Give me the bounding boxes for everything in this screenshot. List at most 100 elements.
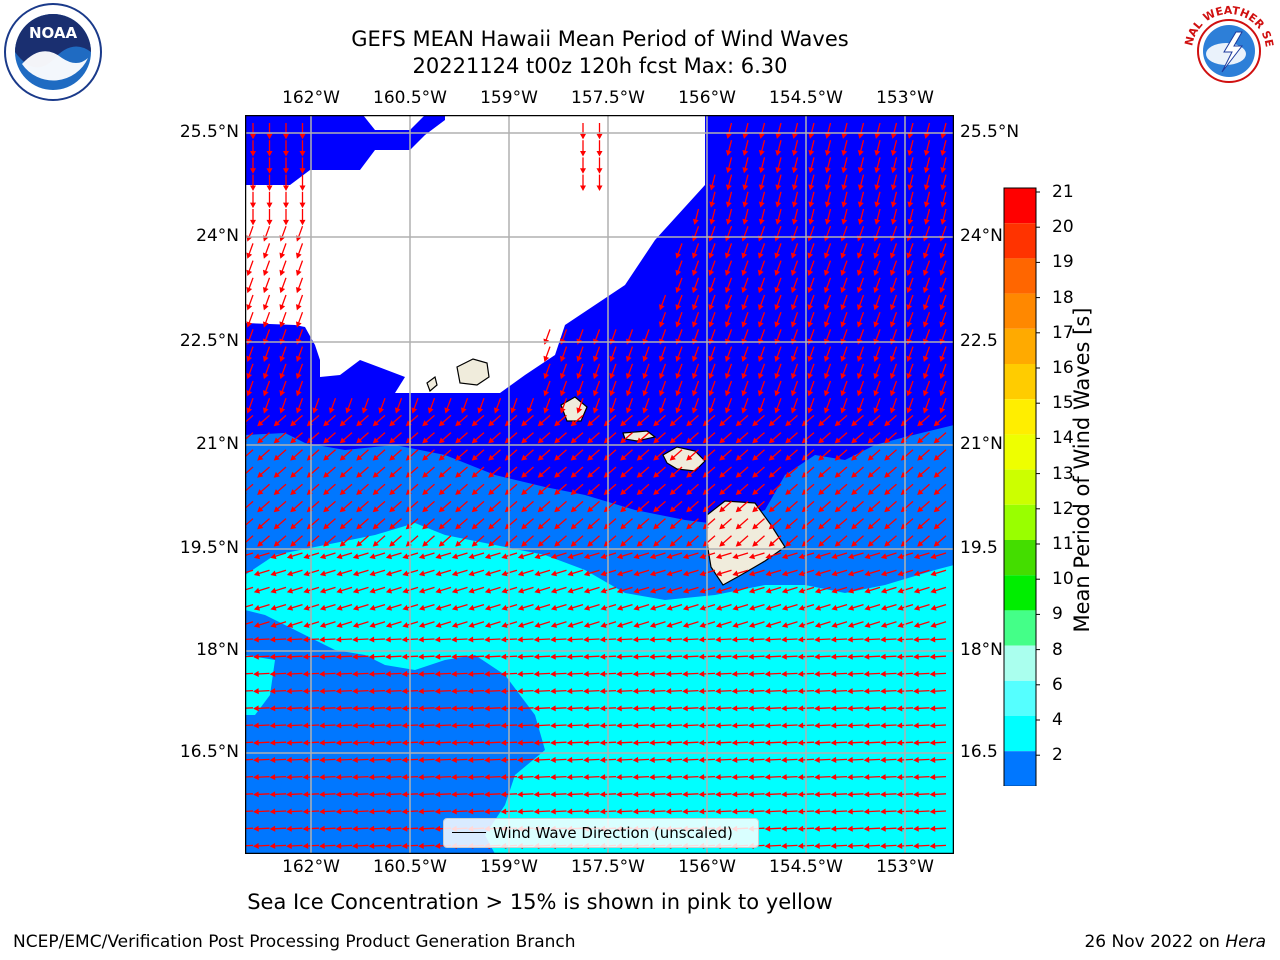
wave-arrow-head bbox=[896, 688, 903, 695]
wave-arrow-head bbox=[302, 842, 309, 849]
wave-arrow-head bbox=[889, 321, 896, 328]
wave-arrow-head bbox=[521, 437, 528, 444]
wave-arrow-head bbox=[880, 570, 888, 577]
wave-arrow-head bbox=[356, 454, 363, 461]
wave-arrow-head bbox=[352, 622, 360, 628]
wave-arrow-head bbox=[279, 252, 286, 259]
wave-arrow-head bbox=[566, 791, 573, 798]
wave-arrow-head bbox=[451, 622, 459, 628]
wave-arrow-head bbox=[824, 149, 831, 157]
wave-arrow-head bbox=[913, 688, 919, 695]
lon-tick-bottom: 157.5°W bbox=[571, 857, 645, 877]
wave-arrow-head bbox=[653, 471, 660, 478]
colorbar-segment bbox=[1004, 540, 1036, 576]
wave-arrow-head bbox=[352, 670, 358, 677]
wave-arrow-head bbox=[587, 420, 594, 427]
wave-arrow-head bbox=[352, 604, 360, 611]
wave-arrow-head bbox=[649, 722, 655, 729]
wave-arrow-head bbox=[372, 523, 379, 530]
wave-arrow-head bbox=[438, 489, 445, 495]
wave-arrow-head bbox=[752, 506, 759, 513]
wave-arrow-head bbox=[620, 437, 627, 444]
wave-arrow-head bbox=[748, 570, 756, 577]
wave-arrow-head bbox=[246, 304, 253, 311]
wave-arrow-head bbox=[699, 587, 706, 594]
wave-arrow-head bbox=[857, 184, 864, 191]
wave-arrow-head bbox=[781, 842, 787, 849]
wave-arrow-head bbox=[290, 506, 297, 513]
wave-arrow-head bbox=[735, 454, 742, 461]
wave-arrow-head bbox=[708, 252, 715, 259]
wave-arrow-head bbox=[471, 506, 478, 513]
noaa-logo: NOAA bbox=[4, 3, 102, 101]
wave-arrow-head bbox=[913, 791, 919, 798]
wave-arrow-head bbox=[372, 506, 379, 513]
wave-arrow-head bbox=[534, 553, 541, 560]
wave-arrow-head bbox=[675, 390, 682, 397]
wave-arrow-head bbox=[818, 471, 825, 478]
wave-arrow-head bbox=[757, 321, 764, 328]
wave-arrow-head bbox=[427, 407, 434, 414]
wave-arrow-head bbox=[262, 372, 269, 380]
wave-arrow-head bbox=[847, 825, 853, 832]
wave-arrow-head bbox=[418, 722, 424, 729]
wave-arrow-head bbox=[319, 636, 325, 643]
wave-arrow-head bbox=[389, 454, 396, 461]
wave-arrow-head bbox=[550, 791, 556, 798]
wave-arrow-head bbox=[295, 304, 302, 311]
wave-arrow-head bbox=[834, 420, 841, 427]
wave-arrow-head bbox=[880, 705, 886, 712]
wave-arrow-head bbox=[880, 670, 886, 677]
wave-arrow-head bbox=[897, 553, 904, 560]
wave-arrow-head bbox=[841, 132, 848, 139]
wave-arrow-head bbox=[253, 622, 261, 628]
wave-arrow-head bbox=[319, 825, 325, 832]
wave-arrow-head bbox=[933, 506, 940, 513]
wave-arrow-head bbox=[930, 587, 937, 594]
wave-arrow-head bbox=[302, 705, 309, 712]
wave-arrow-head bbox=[484, 722, 490, 729]
wave-arrow-head bbox=[880, 622, 888, 628]
wave-arrow-head bbox=[731, 722, 738, 729]
wave-arrow-head bbox=[764, 774, 771, 781]
wave-arrow-head bbox=[286, 688, 292, 695]
wave-arrow-head bbox=[758, 149, 765, 157]
wave-arrow-head bbox=[368, 808, 375, 815]
wave-arrow-head bbox=[253, 688, 259, 695]
wave-arrow-head bbox=[438, 437, 445, 444]
wave-arrow-head bbox=[319, 791, 325, 798]
wave-arrow-head bbox=[785, 489, 792, 495]
wave-arrow-head bbox=[269, 756, 276, 763]
wave-arrow-head bbox=[356, 540, 363, 547]
wave-arrow-head bbox=[273, 471, 280, 478]
wave-arrow-head bbox=[385, 825, 391, 832]
wave-arrow-head bbox=[500, 705, 507, 712]
wave-arrow-head bbox=[863, 791, 870, 798]
wave-arrow-head bbox=[592, 372, 599, 380]
wave-arrow-head bbox=[533, 705, 540, 712]
wave-arrow-head bbox=[896, 636, 903, 643]
wave-arrow-head bbox=[807, 252, 814, 259]
wave-arrow-head bbox=[642, 355, 649, 362]
wave-arrow-head bbox=[418, 825, 424, 832]
wave-arrow-head bbox=[302, 791, 309, 798]
wave-arrow-head bbox=[940, 132, 947, 139]
wave-arrow-head bbox=[757, 304, 764, 311]
wave-arrow-head bbox=[781, 670, 787, 677]
wave-arrow-head bbox=[299, 185, 306, 191]
wave-arrow-head bbox=[708, 286, 715, 294]
wave-arrow-head bbox=[550, 688, 556, 695]
wave-arrow-head bbox=[368, 653, 375, 660]
wave-arrow-head bbox=[471, 523, 478, 530]
wave-arrow bbox=[245, 483, 254, 493]
wave-arrow-head bbox=[389, 471, 396, 478]
wave-arrow-head bbox=[576, 372, 583, 380]
wave-arrow-head bbox=[896, 739, 903, 746]
wave-arrow-head bbox=[807, 321, 814, 328]
wave-arrow-head bbox=[698, 722, 705, 729]
no-data-area bbox=[245, 115, 705, 393]
wave-arrow-head bbox=[864, 553, 871, 560]
wave-arrow-head bbox=[372, 420, 379, 427]
wave-arrow-head bbox=[774, 407, 781, 414]
wave-arrow-head bbox=[922, 372, 929, 380]
